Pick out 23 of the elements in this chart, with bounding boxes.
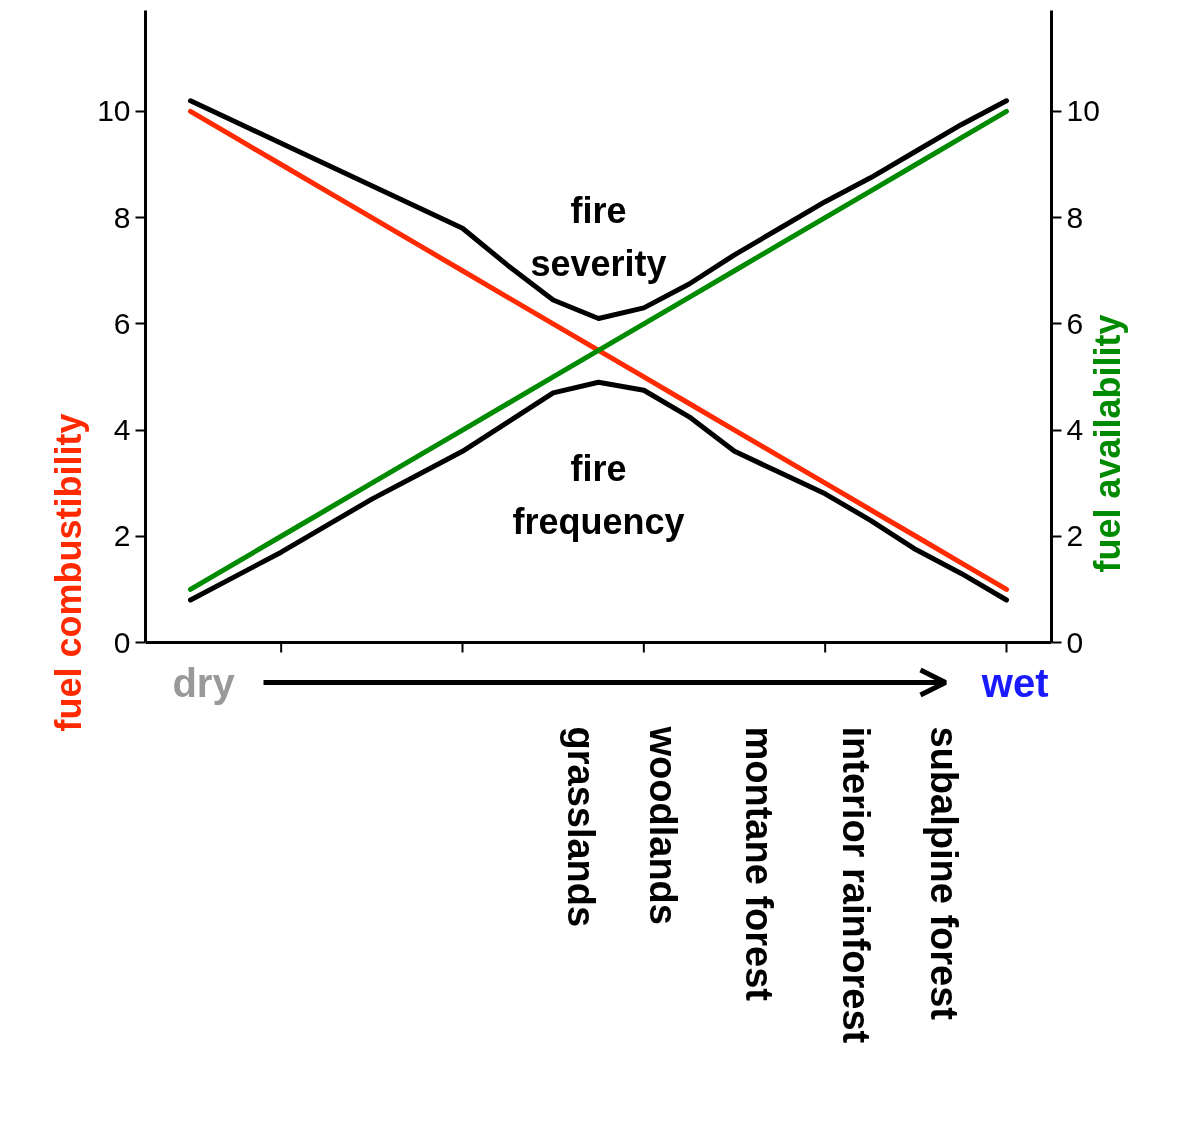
y2-axis-title: fuel availability	[1087, 314, 1129, 573]
y-tick-label: 10	[97, 94, 131, 128]
series-label: fire frequency	[512, 447, 685, 542]
text: dry	[172, 660, 236, 705]
y-tick-label: 8	[113, 200, 131, 234]
text: subalpine forest	[922, 726, 965, 1021]
y2-tick-label: 0	[1066, 625, 1084, 659]
series-label: fire severity	[530, 190, 667, 285]
y-tick-label: 2	[113, 519, 131, 553]
text: wet	[980, 660, 1049, 705]
text: woodlands	[641, 725, 684, 925]
y2-tick-label: 4	[1066, 413, 1084, 447]
y2-tick-label: 10	[1066, 94, 1100, 128]
y-tick-label: 6	[113, 306, 131, 340]
text: grasslands	[559, 726, 602, 928]
text: interior rainforest	[834, 726, 877, 1044]
y-tick-label: 4	[113, 413, 131, 447]
y2-tick-label: 8	[1066, 200, 1084, 234]
y-axis-title: fuel combustibility	[48, 413, 90, 732]
y2-tick-label: 6	[1066, 306, 1084, 340]
y2-tick-label: 2	[1066, 519, 1084, 553]
y-tick-label: 0	[113, 625, 131, 659]
text: montane forest	[737, 726, 780, 1002]
